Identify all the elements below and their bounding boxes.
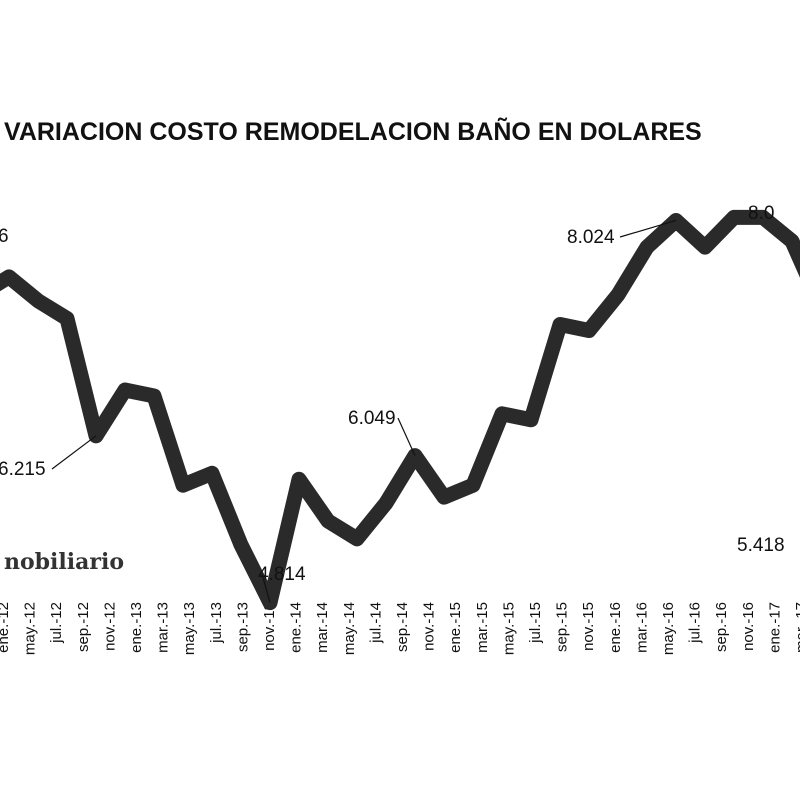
x-tick-label: sep.-13 <box>234 602 251 652</box>
x-tick-label: may.-16 <box>660 602 677 655</box>
series-line <box>0 209 800 611</box>
x-tick-label: sep.-12 <box>75 602 92 652</box>
x-tick-label: nov.-13 <box>261 602 278 651</box>
x-tick-label: mar.-16 <box>633 602 650 653</box>
x-tick-label: sep.-16 <box>713 602 730 652</box>
data-label-leader <box>619 219 677 238</box>
x-tick-label: mar.-15 <box>474 602 491 653</box>
data-label-leader <box>397 417 416 456</box>
data-label-leader <box>261 573 271 603</box>
data-label: 6.215 <box>0 459 46 480</box>
x-tick-label: ene.-14 <box>288 602 305 653</box>
data-label-leader <box>51 435 97 470</box>
x-tick-label: nov.-14 <box>421 602 438 651</box>
x-tick-label: jul.-12 <box>48 602 65 644</box>
data-label: 6.049 <box>348 408 396 429</box>
x-tick-label: ene.-12 <box>0 602 12 653</box>
x-tick-label: may.-13 <box>181 602 198 655</box>
x-tick-label: ene.-13 <box>128 602 145 653</box>
x-tick-label: ene.-17 <box>766 602 783 653</box>
x-tick-label: sep.-15 <box>554 602 571 652</box>
x-tick-label: may.-12 <box>22 602 39 655</box>
data-label: 8.0 <box>748 203 774 224</box>
x-tick-label: nov.-15 <box>580 602 597 651</box>
data-label: 6 <box>0 226 9 247</box>
data-labels: 6 6.215 4.814 6.049 8.024 8.0 5.418 <box>0 203 785 603</box>
data-label: 8.024 <box>567 227 615 248</box>
x-tick-label: ene.-15 <box>447 602 464 653</box>
x-tick-label: mar.-13 <box>155 602 172 653</box>
x-tick-label: may.-15 <box>500 602 517 655</box>
x-tick-label: nov.-12 <box>101 602 118 651</box>
x-tick-label: sep.-14 <box>394 602 411 652</box>
data-label: 4.814 <box>258 564 306 585</box>
x-tick-label: mar.-14 <box>314 602 331 653</box>
x-tick-label: may.-14 <box>341 602 358 655</box>
series-line-layer <box>0 209 800 611</box>
x-tick-label: jul.-15 <box>527 602 544 644</box>
x-tick-label: mar.-17 <box>793 602 800 653</box>
x-tick-label: nov.-16 <box>740 602 757 651</box>
x-tick-label: jul.-16 <box>687 602 704 644</box>
chart-title: VARIACION COSTO REMODELACION BAÑO EN DOL… <box>4 116 702 146</box>
watermark-text: nobiliario <box>4 549 124 575</box>
x-tick-label: jul.-14 <box>367 602 384 644</box>
x-tick-label: jul.-13 <box>208 602 225 644</box>
x-axis-ticks: ene.-12 may.-12 jul.-12 sep.-12 nov.-12 ene.-… <box>0 602 800 655</box>
x-tick-label: ene.-16 <box>607 602 624 653</box>
data-label: 5.418 <box>737 535 785 556</box>
